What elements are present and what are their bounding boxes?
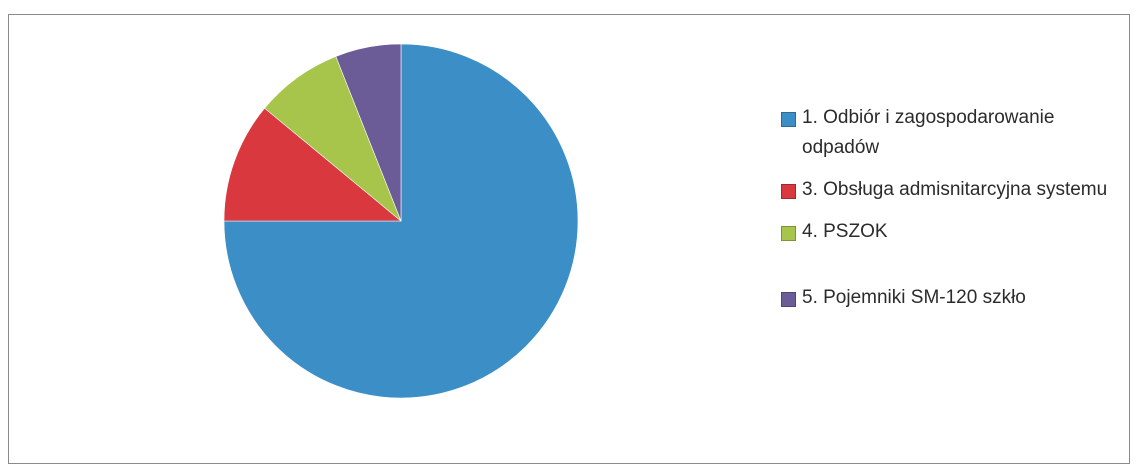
legend-label-1: 1. Odbiór i zagospodarowanie odpadów xyxy=(802,107,1055,158)
legend-label-5: 5. Pojemniki SM-120 szkło xyxy=(802,287,1026,308)
legend-label-4: 4. PSZOK xyxy=(802,221,888,242)
legend-entry-5: 5. Pojemniki SM-120 szkło xyxy=(781,283,1121,313)
legend-entry-3: 3. Obsługa admisnitarcyjna systemu xyxy=(781,175,1121,205)
pie-slice-3 xyxy=(264,56,402,222)
legend-swatch-1 xyxy=(781,112,796,127)
pie-slice-4 xyxy=(335,43,402,222)
pie-slice-2 xyxy=(223,107,402,222)
pie-chart xyxy=(223,43,579,399)
legend-entry-1: 1. Odbiór i zagospodarowanie odpadów xyxy=(781,103,1121,163)
legend-label-3: 3. Obsługa admisnitarcyjna systemu xyxy=(802,179,1108,200)
legend-swatch-5 xyxy=(781,292,796,307)
legend-swatch-3 xyxy=(781,184,796,199)
legend: 1. Odbiór i zagospodarowanie odpadów 3. … xyxy=(781,103,1121,313)
chart-area: 1. Odbiór i zagospodarowanie odpadów 3. … xyxy=(8,14,1130,464)
pie-slice-1 xyxy=(223,43,579,399)
legend-entry-4: 4. PSZOK xyxy=(781,217,1121,247)
legend-swatch-4 xyxy=(781,226,796,241)
